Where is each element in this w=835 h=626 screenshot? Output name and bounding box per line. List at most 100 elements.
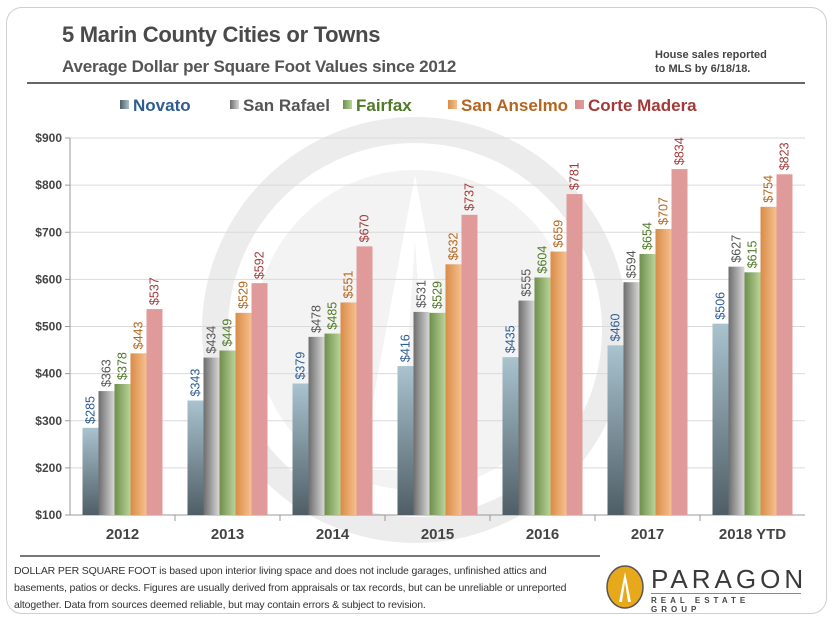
x-tick-label: 2012 [106,526,139,543]
data-label: $416 [399,334,413,362]
paragon-emblem-icon [606,565,644,609]
data-label: $529 [237,281,251,309]
legend-label: San Anselmo [461,96,569,115]
data-date-note: House sales reported to MLS by 6/18/18. [655,48,767,76]
data-label: $485 [326,302,340,330]
bar-san-anselmo-2014 [340,302,357,515]
bar-fairfax-2017 [639,253,656,516]
legend-swatch [448,100,457,109]
bar-san-rafael-2015 [413,311,430,515]
logo-divider [651,593,801,594]
logo-tagline: REAL ESTATE GROUP [651,596,750,614]
bar-fairfax-2012 [114,383,131,515]
legend-item-san-anselmo: San Anselmo [448,96,568,116]
note-line-1: House sales reported [655,49,767,61]
y-tick-label: $300 [35,414,62,428]
data-label: $555 [520,269,534,297]
data-label: $551 [342,271,356,299]
y-tick-label: $100 [35,508,62,522]
data-label: $632 [447,232,461,260]
bar-fairfax-2014 [324,333,341,515]
data-label: $707 [657,197,671,225]
data-label: $379 [294,352,308,380]
bar-san-rafael-2016 [518,300,535,515]
legend-label: Corte Madera [588,96,697,115]
bar-fairfax-2016 [534,277,551,515]
data-label: $506 [714,292,728,320]
bar-san-anselmo-2017 [655,228,672,516]
data-label: $654 [641,222,655,250]
bar-san-anselmo-2013 [235,312,252,515]
bar-san-anselmo-2018-ytd [760,206,777,516]
data-label: $737 [463,183,477,211]
legend: Novato San Rafael Fairfax San Anselmo Corte … [0,96,835,120]
bar-fairfax-2015 [429,312,446,515]
bar-san-rafael-2012 [98,391,115,515]
bar-novato-2017 [607,345,624,515]
data-label: $594 [625,250,639,278]
y-tick-label: $200 [35,461,62,475]
bar-fairfax-2018-ytd [744,272,761,515]
legend-label: San Rafael [243,96,330,115]
bar-corte-madera-2015 [461,214,478,515]
data-label: $834 [673,137,687,165]
bar-san-anselmo-2016 [550,251,567,516]
data-label: $531 [415,280,429,308]
header-divider [27,82,805,84]
bar-san-rafael-2013 [203,357,220,515]
logo-wordmark: PARAGON [651,564,808,594]
footer-divider [20,555,600,557]
chart-title: 5 Marin County Cities or Towns [62,22,381,47]
x-tick-label: 2013 [211,526,244,543]
bar-fairfax-2013 [219,350,236,515]
bar-novato-2016 [502,357,519,515]
legend-label: Novato [133,96,191,115]
legend-swatch [120,100,129,109]
data-label: $363 [100,359,114,387]
data-label: $435 [504,325,518,353]
x-tick-label: 2015 [421,526,454,543]
data-label: $627 [730,235,744,263]
bar-san-anselmo-2015 [445,264,462,515]
data-label: $615 [746,240,760,268]
data-label: $434 [205,326,219,354]
bar-novato-2012 [82,427,99,515]
data-label: $754 [762,175,776,203]
data-label: $343 [189,369,203,397]
data-label: $592 [253,251,267,279]
legend-item-san-rafael: San Rafael [230,96,330,116]
legend-item-novato: Novato [120,96,191,116]
legend-swatch [575,100,584,109]
y-tick-label: $900 [35,131,62,145]
data-label: $659 [552,220,566,248]
disclaimer-text: DOLLAR PER SQUARE FOOT is based upon int… [14,565,567,611]
paragon-logo: PARAGON REAL ESTATE GROUP [603,562,803,614]
bar-novato-2014 [292,383,309,515]
data-label: $529 [431,281,445,309]
bar-corte-madera-2018-ytd [776,174,793,515]
bar-novato-2013 [187,400,204,515]
y-tick-label: $800 [35,178,62,192]
data-label: $537 [148,277,162,305]
x-tick-label: 2017 [631,526,664,543]
legend-item-corte-madera: Corte Madera [575,96,697,116]
data-label: $443 [132,322,146,350]
bar-corte-madera-2013 [251,283,268,515]
data-label: $670 [358,215,372,243]
y-tick-label: $500 [35,320,62,334]
bar-novato-2015 [397,366,414,515]
bar-san-rafael-2017 [623,282,640,515]
x-tick-label: 2016 [526,526,559,543]
data-label: $478 [310,305,324,333]
data-label: $781 [568,162,582,190]
x-tick-label: 2014 [316,526,350,543]
legend-label: Fairfax [356,96,412,115]
y-tick-label: $600 [35,272,62,286]
data-label: $460 [609,313,623,341]
bar-corte-madera-2014 [356,246,373,515]
bar-san-anselmo-2012 [130,353,147,515]
bar-corte-madera-2012 [146,309,163,515]
data-label: $823 [778,142,792,170]
bar-corte-madera-2016 [566,194,583,516]
